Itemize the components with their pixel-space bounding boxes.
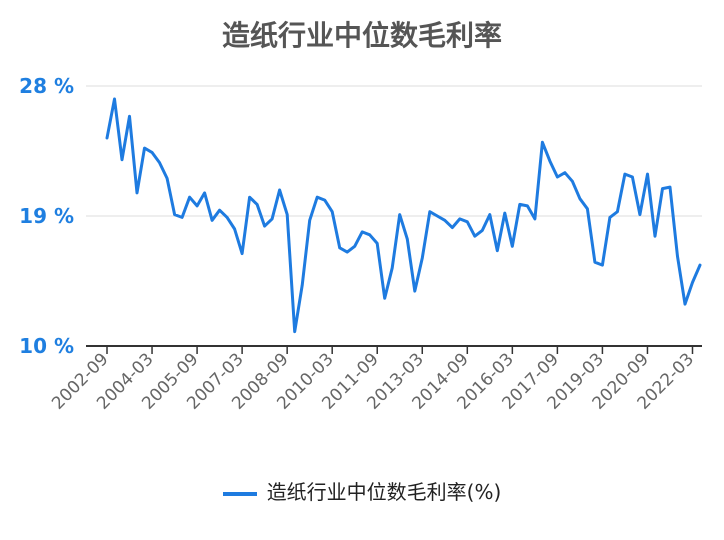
data-point bbox=[240, 252, 244, 255]
data-point bbox=[330, 210, 334, 213]
data-point bbox=[353, 245, 356, 248]
data-point bbox=[548, 159, 552, 163]
x-tick-labels: 2002-092004-032005-092007-032008-092010-… bbox=[48, 349, 698, 413]
data-point bbox=[541, 141, 544, 144]
data-point bbox=[488, 213, 492, 216]
legend-swatch bbox=[222, 491, 257, 496]
data-point bbox=[165, 177, 169, 180]
data-point bbox=[173, 213, 176, 216]
data-point bbox=[646, 172, 649, 176]
data-point bbox=[188, 196, 191, 199]
data-point bbox=[503, 211, 507, 215]
data-point bbox=[593, 261, 597, 264]
data-point bbox=[150, 151, 154, 154]
data-point bbox=[698, 263, 702, 267]
data-point bbox=[668, 185, 672, 189]
data-point bbox=[608, 216, 612, 219]
data-point bbox=[436, 214, 439, 218]
data-point bbox=[518, 203, 522, 206]
data-point bbox=[653, 235, 657, 238]
data-point bbox=[158, 161, 161, 164]
y-tick-label: 28 % bbox=[19, 74, 74, 98]
data-point bbox=[143, 146, 146, 150]
data-point bbox=[300, 284, 304, 287]
data-point bbox=[361, 230, 364, 234]
data-point bbox=[413, 289, 416, 293]
data-point bbox=[263, 224, 266, 228]
data-point bbox=[308, 219, 311, 222]
data-point bbox=[563, 171, 567, 174]
data-point bbox=[180, 216, 184, 219]
data-point bbox=[443, 219, 446, 222]
data-point bbox=[421, 256, 424, 260]
data-point bbox=[210, 219, 214, 222]
data-point bbox=[248, 196, 251, 199]
data-point bbox=[135, 191, 139, 195]
data-point bbox=[398, 213, 401, 216]
data-point bbox=[481, 229, 484, 232]
y-tick-labels: 28 % 19 % 10 % bbox=[19, 74, 74, 358]
data-point bbox=[578, 197, 582, 200]
data-point bbox=[323, 198, 326, 202]
data-point bbox=[586, 207, 589, 210]
data-point bbox=[616, 210, 619, 213]
legend-label: 造纸行业中位数毛利率(%) bbox=[266, 480, 502, 504]
data-point bbox=[293, 330, 296, 333]
data-point bbox=[571, 180, 574, 183]
data-point bbox=[691, 281, 694, 284]
data-point bbox=[526, 204, 529, 208]
data-point bbox=[601, 263, 604, 267]
data-point bbox=[278, 188, 281, 192]
axes bbox=[86, 345, 702, 354]
data-point bbox=[113, 97, 116, 101]
data-point bbox=[105, 136, 109, 140]
series-layer bbox=[105, 97, 702, 334]
chart-title: 造纸行业中位数毛利率 bbox=[221, 19, 502, 52]
data-point bbox=[676, 255, 679, 258]
data-point bbox=[368, 233, 371, 236]
series-line bbox=[105, 97, 702, 334]
y-tick-label: 19 % bbox=[19, 204, 74, 228]
data-point bbox=[428, 210, 431, 213]
data-point bbox=[466, 220, 469, 223]
data-point bbox=[203, 191, 206, 195]
legend: 造纸行业中位数毛利率(%) bbox=[0, 476, 724, 505]
data-point bbox=[556, 175, 559, 179]
data-point bbox=[315, 196, 319, 199]
data-point bbox=[128, 115, 131, 118]
data-point bbox=[451, 226, 454, 229]
data-point bbox=[233, 227, 236, 231]
data-point bbox=[631, 175, 634, 179]
data-point bbox=[661, 187, 664, 190]
data-point bbox=[195, 204, 199, 208]
data-point bbox=[623, 172, 627, 176]
data-point bbox=[683, 302, 687, 306]
data-point bbox=[473, 235, 477, 238]
data-point bbox=[511, 245, 514, 248]
data-point bbox=[391, 266, 394, 270]
data-point bbox=[225, 216, 229, 219]
data-point bbox=[406, 237, 409, 241]
data-point bbox=[270, 217, 274, 221]
data-point bbox=[496, 249, 499, 252]
data-point bbox=[255, 203, 259, 206]
data-point bbox=[285, 213, 289, 216]
data-point bbox=[218, 209, 221, 212]
y-tick-label: 10 % bbox=[19, 334, 74, 358]
data-point bbox=[376, 242, 379, 245]
data-point bbox=[338, 246, 341, 249]
data-point bbox=[346, 250, 349, 254]
data-point bbox=[383, 297, 386, 300]
data-point bbox=[458, 217, 461, 221]
data-point bbox=[120, 158, 124, 161]
data-point bbox=[533, 217, 537, 221]
data-point bbox=[638, 213, 642, 216]
